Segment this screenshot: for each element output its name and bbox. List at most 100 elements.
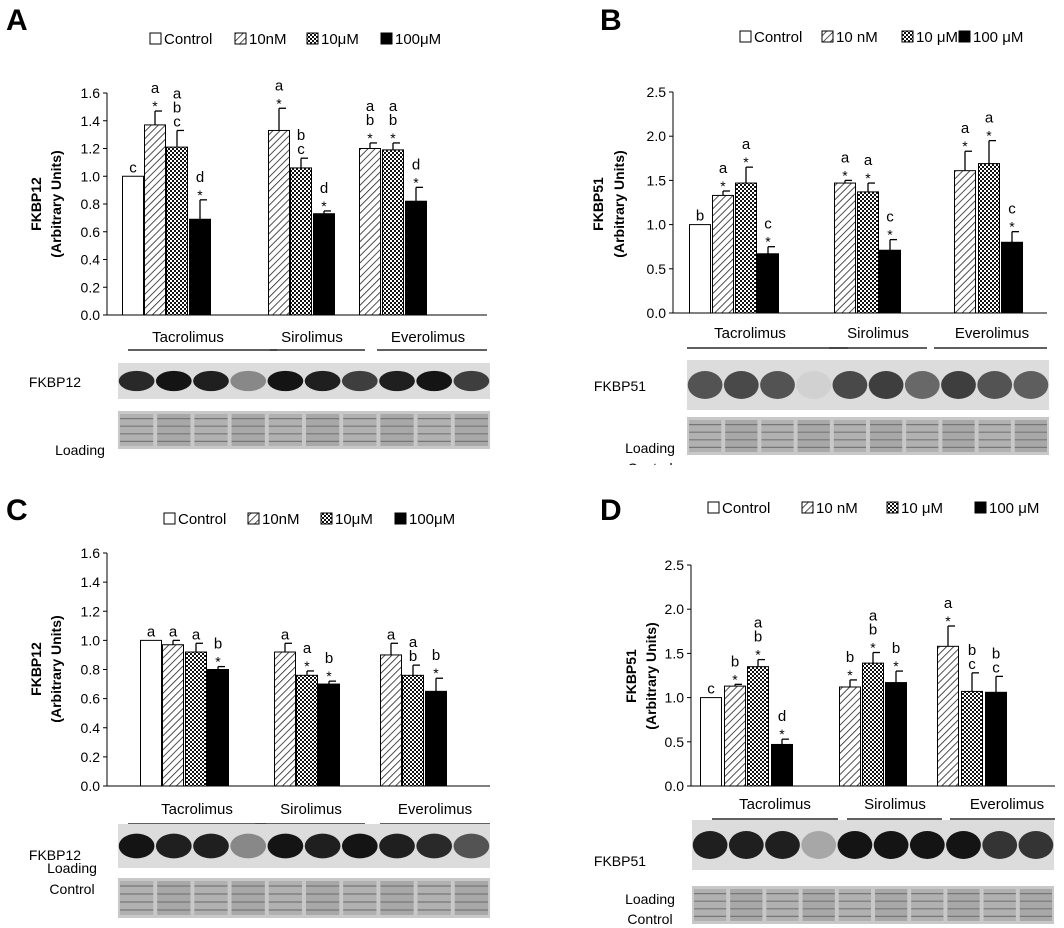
significance-label: * bbox=[765, 234, 771, 250]
bar bbox=[122, 175, 144, 316]
blot-band bbox=[868, 371, 904, 399]
bar bbox=[359, 148, 381, 316]
significance-label: a bbox=[173, 85, 182, 102]
bar bbox=[839, 686, 861, 787]
group-label: Everolimus bbox=[955, 325, 1029, 342]
blot-loading-lane bbox=[875, 889, 908, 921]
bar bbox=[757, 253, 779, 314]
blot-band bbox=[155, 370, 192, 392]
blot-loading-lane bbox=[911, 889, 944, 921]
blot-band bbox=[832, 371, 868, 399]
western-blot-d: FKBP51 Loading Control bbox=[594, 820, 1054, 927]
blot-loading-lane bbox=[157, 414, 191, 446]
blot-band bbox=[796, 371, 832, 399]
chart-panel-b: Control 10 nM 10 μM 100 μM 0.0 0.5 1.0 1.5 2.0 2.… bbox=[590, 29, 1047, 349]
bar bbox=[771, 743, 793, 787]
blot-loading-lane bbox=[194, 881, 228, 915]
blot-band bbox=[304, 833, 341, 859]
group-label: Tacrolimus bbox=[161, 801, 233, 818]
legend-label: 10μM bbox=[335, 511, 373, 528]
legend-label: Control bbox=[754, 29, 802, 46]
y-tick-label: 0.5 bbox=[665, 734, 685, 750]
blot-loading-label: Loading bbox=[55, 442, 105, 458]
chart-panel-c: Control 10nM 10μM 100μM 0.0 0.2 0.4 0.6 0.8 1.0 1.… bbox=[28, 511, 490, 825]
significance-label: a bbox=[869, 608, 878, 625]
y-tick-label: 1.0 bbox=[647, 217, 667, 233]
y-tick-label: 2.0 bbox=[647, 128, 667, 144]
blot-band bbox=[692, 831, 728, 859]
significance-label: d bbox=[320, 180, 328, 197]
blot-loading-lane bbox=[906, 420, 939, 452]
significance-label: b bbox=[173, 99, 181, 116]
y-tick-label: 0.2 bbox=[81, 279, 101, 295]
blot-band bbox=[453, 833, 490, 859]
legend-swatch bbox=[306, 32, 319, 45]
legend-label: Control bbox=[722, 500, 770, 517]
blot-loading-lane bbox=[343, 414, 377, 446]
legend-label: 100μM bbox=[395, 31, 441, 48]
y-tick-label: 0.2 bbox=[81, 749, 101, 765]
legend-swatch bbox=[320, 512, 333, 525]
blot-loading-lane bbox=[838, 889, 871, 921]
blot-loading-lane bbox=[268, 414, 302, 446]
blot-band bbox=[118, 833, 155, 859]
y-axis-label: (Arbitrary Units) bbox=[643, 622, 659, 729]
significance-label: c bbox=[992, 659, 1000, 676]
group-label: Everolimus bbox=[398, 801, 472, 818]
legend-swatch bbox=[974, 501, 987, 514]
y-tick-label: 2.5 bbox=[647, 84, 667, 100]
blot-loading-label: Control bbox=[49, 881, 94, 897]
bar bbox=[954, 170, 976, 314]
y-tick-label: 0.4 bbox=[81, 252, 101, 268]
significance-label: d bbox=[778, 708, 786, 725]
significance-label: a bbox=[961, 120, 970, 137]
y-tick-label: 0.8 bbox=[81, 196, 101, 212]
significance-label: b bbox=[696, 208, 704, 225]
significance-label: * bbox=[152, 98, 158, 114]
group-label: Everolimus bbox=[391, 329, 465, 346]
legend-swatch bbox=[234, 32, 247, 45]
bar bbox=[961, 690, 983, 787]
bar bbox=[937, 645, 959, 787]
legend-swatch bbox=[801, 501, 814, 514]
blot-loading-lane bbox=[761, 420, 794, 452]
blot-loading-lane bbox=[766, 889, 799, 921]
blot-band bbox=[155, 833, 192, 859]
blot-band bbox=[341, 370, 378, 392]
legend-swatch bbox=[886, 501, 899, 514]
bar bbox=[382, 149, 404, 316]
y-axis-label: (Arbitrary Units) bbox=[611, 150, 627, 257]
significance-label: * bbox=[842, 167, 848, 183]
bar bbox=[207, 669, 229, 787]
blot-loading-lane bbox=[417, 414, 451, 446]
significance-label: a bbox=[864, 152, 873, 169]
blot-loading-lane bbox=[694, 889, 727, 921]
significance-label: b bbox=[968, 642, 976, 659]
significance-label: * bbox=[865, 170, 871, 186]
legend-label: 10nM bbox=[249, 31, 287, 48]
y-tick-label: 0.0 bbox=[647, 305, 667, 321]
blot-protein-label: FKBP51 bbox=[594, 853, 646, 869]
blot-loading-label: Control bbox=[627, 911, 672, 927]
bar bbox=[724, 685, 746, 787]
blot-band bbox=[193, 370, 229, 392]
group-label: Tacrolimus bbox=[152, 329, 224, 346]
blot-loading-label: Control bbox=[627, 460, 672, 465]
y-axis-label: (Arbitrary Units) bbox=[48, 150, 64, 257]
bar bbox=[274, 651, 296, 787]
blot-band bbox=[453, 370, 490, 392]
significance-label: b bbox=[846, 649, 854, 666]
blot-loading-lane bbox=[797, 420, 830, 452]
significance-label: b bbox=[992, 645, 1000, 662]
significance-label: * bbox=[743, 154, 749, 170]
y-tick-label: 1.5 bbox=[647, 172, 667, 188]
legend-label: 10 μM bbox=[901, 500, 943, 517]
blot-band bbox=[416, 833, 453, 859]
legend-label: 10μM bbox=[321, 31, 359, 48]
significance-label: c bbox=[129, 159, 137, 176]
significance-label: * bbox=[732, 671, 738, 687]
legend-label: Control bbox=[178, 511, 226, 528]
y-tick-label: 0.0 bbox=[665, 778, 685, 794]
significance-label: a bbox=[742, 136, 751, 153]
